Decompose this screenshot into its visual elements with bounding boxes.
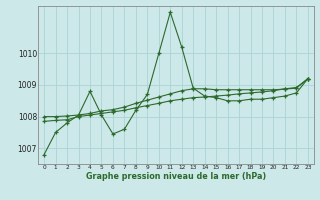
X-axis label: Graphe pression niveau de la mer (hPa): Graphe pression niveau de la mer (hPa) <box>86 172 266 181</box>
